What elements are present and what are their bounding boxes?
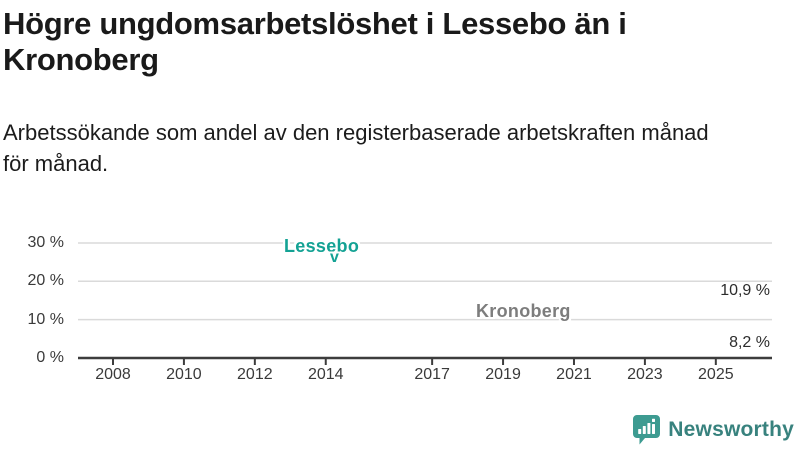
x-tick-label-2021: 2021 bbox=[556, 366, 592, 383]
newsworthy-icon bbox=[633, 415, 661, 445]
lessebo-pointer-arrow: v bbox=[330, 249, 339, 266]
x-tick-label-2025: 2025 bbox=[698, 366, 734, 383]
x-tick-label-2023: 2023 bbox=[627, 366, 663, 383]
newsworthy-logo: Newsworthy bbox=[632, 414, 794, 446]
y-tick-label-10: 10 % bbox=[27, 310, 64, 328]
subtitle-line-2: för månad. bbox=[3, 151, 109, 177]
chart-subtitle: Arbetssökande som andel av den registerb… bbox=[3, 117, 799, 179]
end-value-kronoberg: 8,2 % bbox=[729, 334, 770, 351]
x-tick-label-2010: 2010 bbox=[166, 366, 202, 383]
y-tick-label-30: 30 % bbox=[27, 233, 64, 251]
bar-2 bbox=[643, 426, 647, 434]
x-tick-label-2019: 2019 bbox=[485, 366, 521, 383]
y-tick-label-0: 0 % bbox=[36, 349, 64, 366]
x-tick-label-2017: 2017 bbox=[414, 366, 450, 383]
x-tick-label-2008: 2008 bbox=[95, 366, 131, 383]
subtitle-line-1: Arbetssökande som andel av den registerb… bbox=[3, 120, 709, 145]
bar-3 bbox=[647, 423, 651, 434]
series-label-kronoberg: Kronoberg bbox=[476, 301, 571, 321]
exclamation-dot bbox=[652, 418, 656, 422]
exclamation-bar bbox=[652, 424, 656, 434]
bar-1 bbox=[638, 429, 642, 434]
series-label-lessebo: Lessebo bbox=[284, 236, 360, 256]
y-tick-label-20: 20 % bbox=[27, 272, 64, 290]
newsworthy-wordmark: Newsworthy bbox=[668, 418, 794, 441]
speech-bubble-shape bbox=[633, 415, 661, 445]
page-title: Högre ungdomsarbetslöshet i Lessebo än i… bbox=[3, 6, 627, 78]
x-tick-label-2012: 2012 bbox=[237, 366, 273, 383]
x-tick-label-2014: 2014 bbox=[307, 366, 344, 383]
end-value-lessebo: 10,9 % bbox=[720, 282, 770, 299]
